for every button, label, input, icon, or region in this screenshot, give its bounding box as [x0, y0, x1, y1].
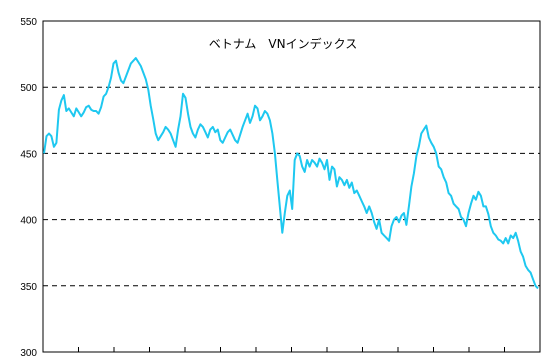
y-tick-label-350: 350 — [20, 282, 37, 293]
grid — [43, 86, 540, 287]
y-tick-label-300: 300 — [20, 348, 37, 359]
chart-title: ベトナム VNインデックス — [209, 36, 357, 51]
y-tick-label-400: 400 — [20, 216, 37, 227]
y-tick-label-450: 450 — [20, 149, 37, 160]
y-tick-label-550: 550 — [20, 17, 37, 28]
x-ticks — [78, 347, 505, 352]
series-line-0 — [43, 57, 539, 290]
y-tick-labels: 300 350 400 450 500 550 — [20, 17, 37, 359]
series-group — [43, 57, 539, 290]
y-tick-label-500: 500 — [20, 83, 37, 94]
